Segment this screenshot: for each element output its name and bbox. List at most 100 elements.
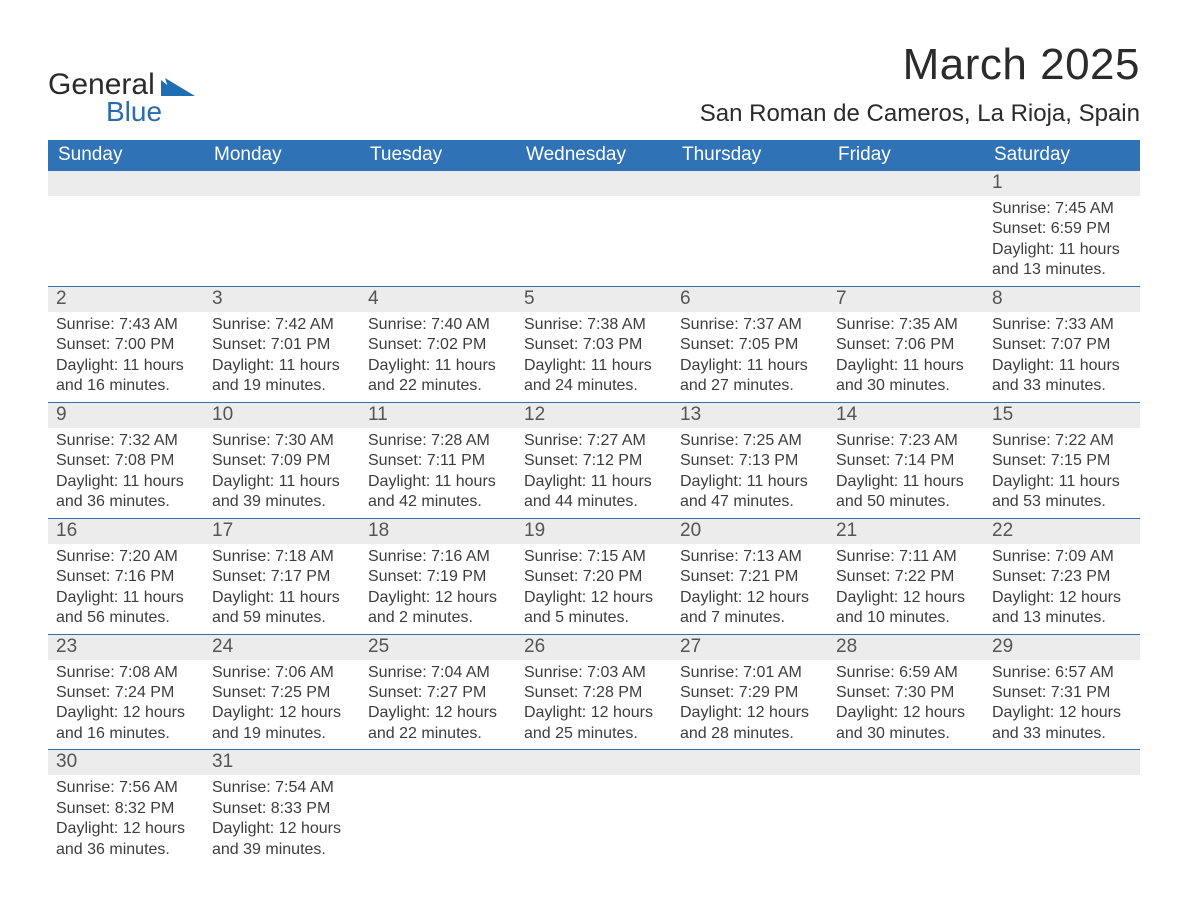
day-number: 10 [204, 403, 360, 428]
daynum-cell: 15 [984, 402, 1140, 428]
daynum-cell: 14 [828, 402, 984, 428]
day-number: 14 [828, 403, 984, 428]
day-info: Sunrise: 7:42 AMSunset: 7:01 PMDaylight:… [204, 312, 360, 402]
info-cell: Sunrise: 6:57 AMSunset: 7:31 PMDaylight:… [984, 660, 1140, 750]
brand-logo: General Blue [48, 68, 195, 128]
daynum-cell: 27 [672, 634, 828, 660]
daynum-cell [984, 750, 1140, 776]
daynum-cell: 29 [984, 634, 1140, 660]
daynum-cell: 3 [204, 286, 360, 312]
info-cell: Sunrise: 7:32 AMSunset: 7:08 PMDaylight:… [48, 428, 204, 518]
daynum-cell: 9 [48, 402, 204, 428]
day-info: Sunrise: 7:13 AMSunset: 7:21 PMDaylight:… [672, 544, 828, 634]
info-cell: Sunrise: 7:13 AMSunset: 7:21 PMDaylight:… [672, 544, 828, 634]
day-info [672, 775, 828, 803]
info-cell: Sunrise: 7:08 AMSunset: 7:24 PMDaylight:… [48, 660, 204, 750]
day-number: 13 [672, 403, 828, 428]
info-row: Sunrise: 7:56 AMSunset: 8:32 PMDaylight:… [48, 775, 1140, 865]
info-cell [984, 775, 1140, 865]
info-cell: Sunrise: 7:30 AMSunset: 7:09 PMDaylight:… [204, 428, 360, 518]
day-number: 9 [48, 403, 204, 428]
day-number [48, 171, 204, 196]
day-number: 27 [672, 635, 828, 660]
info-cell: Sunrise: 7:23 AMSunset: 7:14 PMDaylight:… [828, 428, 984, 518]
daynum-cell: 4 [360, 286, 516, 312]
info-cell: Sunrise: 7:28 AMSunset: 7:11 PMDaylight:… [360, 428, 516, 518]
daynum-row: 2345678 [48, 286, 1140, 312]
info-cell [48, 196, 204, 286]
info-cell: Sunrise: 7:33 AMSunset: 7:07 PMDaylight:… [984, 312, 1140, 402]
daynum-cell: 25 [360, 634, 516, 660]
day-number: 18 [360, 519, 516, 544]
day-info: Sunrise: 7:32 AMSunset: 7:08 PMDaylight:… [48, 428, 204, 518]
info-cell: Sunrise: 7:56 AMSunset: 8:32 PMDaylight:… [48, 775, 204, 865]
info-row: Sunrise: 7:45 AMSunset: 6:59 PMDaylight:… [48, 196, 1140, 286]
daynum-cell: 24 [204, 634, 360, 660]
daynum-cell: 28 [828, 634, 984, 660]
daynum-cell [516, 171, 672, 196]
info-cell [672, 196, 828, 286]
daynum-cell: 8 [984, 286, 1140, 312]
title-block: March 2025 San Roman de Cameros, La Rioj… [700, 40, 1140, 128]
info-cell: Sunrise: 6:59 AMSunset: 7:30 PMDaylight:… [828, 660, 984, 750]
month-title: March 2025 [700, 40, 1140, 90]
day-header: Friday [828, 140, 984, 171]
info-cell: Sunrise: 7:15 AMSunset: 7:20 PMDaylight:… [516, 544, 672, 634]
day-info: Sunrise: 7:20 AMSunset: 7:16 PMDaylight:… [48, 544, 204, 634]
day-info: Sunrise: 7:28 AMSunset: 7:11 PMDaylight:… [360, 428, 516, 518]
daynum-row: 23242526272829 [48, 634, 1140, 660]
day-info [204, 196, 360, 224]
info-cell: Sunrise: 7:06 AMSunset: 7:25 PMDaylight:… [204, 660, 360, 750]
daynum-row: 3031 [48, 750, 1140, 776]
daynum-cell: 26 [516, 634, 672, 660]
day-info [828, 775, 984, 803]
info-cell [672, 775, 828, 865]
info-cell: Sunrise: 7:38 AMSunset: 7:03 PMDaylight:… [516, 312, 672, 402]
day-number [828, 750, 984, 775]
day-number: 26 [516, 635, 672, 660]
daynum-cell: 23 [48, 634, 204, 660]
day-number: 7 [828, 287, 984, 312]
day-number: 31 [204, 750, 360, 775]
day-number: 30 [48, 750, 204, 775]
day-number: 22 [984, 519, 1140, 544]
info-cell: Sunrise: 7:27 AMSunset: 7:12 PMDaylight:… [516, 428, 672, 518]
day-number: 24 [204, 635, 360, 660]
info-cell: Sunrise: 7:16 AMSunset: 7:19 PMDaylight:… [360, 544, 516, 634]
day-header: Saturday [984, 140, 1140, 171]
daynum-cell [204, 171, 360, 196]
daynum-cell: 30 [48, 750, 204, 776]
day-number: 6 [672, 287, 828, 312]
info-cell [516, 775, 672, 865]
day-info: Sunrise: 7:37 AMSunset: 7:05 PMDaylight:… [672, 312, 828, 402]
day-info: Sunrise: 7:16 AMSunset: 7:19 PMDaylight:… [360, 544, 516, 634]
daynum-row: 1 [48, 171, 1140, 196]
daynum-cell: 2 [48, 286, 204, 312]
info-cell: Sunrise: 7:40 AMSunset: 7:02 PMDaylight:… [360, 312, 516, 402]
day-header: Tuesday [360, 140, 516, 171]
day-info: Sunrise: 7:43 AMSunset: 7:00 PMDaylight:… [48, 312, 204, 402]
day-header: Wednesday [516, 140, 672, 171]
daynum-cell: 18 [360, 518, 516, 544]
daynum-cell: 20 [672, 518, 828, 544]
info-cell: Sunrise: 7:18 AMSunset: 7:17 PMDaylight:… [204, 544, 360, 634]
info-cell: Sunrise: 7:37 AMSunset: 7:05 PMDaylight:… [672, 312, 828, 402]
day-info: Sunrise: 7:03 AMSunset: 7:28 PMDaylight:… [516, 660, 672, 750]
info-cell: Sunrise: 7:54 AMSunset: 8:33 PMDaylight:… [204, 775, 360, 865]
day-number [204, 171, 360, 196]
day-info: Sunrise: 7:22 AMSunset: 7:15 PMDaylight:… [984, 428, 1140, 518]
day-number [360, 750, 516, 775]
info-row: Sunrise: 7:20 AMSunset: 7:16 PMDaylight:… [48, 544, 1140, 634]
daynum-cell: 13 [672, 402, 828, 428]
day-header: Thursday [672, 140, 828, 171]
info-cell: Sunrise: 7:22 AMSunset: 7:15 PMDaylight:… [984, 428, 1140, 518]
day-info: Sunrise: 7:54 AMSunset: 8:33 PMDaylight:… [204, 775, 360, 865]
day-number [516, 171, 672, 196]
location-subtitle: San Roman de Cameros, La Rioja, Spain [700, 100, 1140, 128]
day-number: 16 [48, 519, 204, 544]
day-info: Sunrise: 7:25 AMSunset: 7:13 PMDaylight:… [672, 428, 828, 518]
day-info: Sunrise: 7:08 AMSunset: 7:24 PMDaylight:… [48, 660, 204, 750]
day-info: Sunrise: 6:59 AMSunset: 7:30 PMDaylight:… [828, 660, 984, 750]
day-info: Sunrise: 7:06 AMSunset: 7:25 PMDaylight:… [204, 660, 360, 750]
daynum-cell [360, 171, 516, 196]
